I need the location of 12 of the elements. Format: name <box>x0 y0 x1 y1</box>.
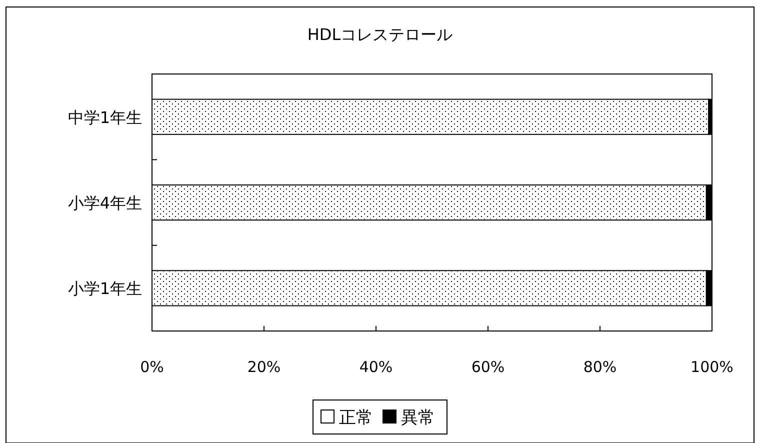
x-tick-label: 60% <box>471 358 505 376</box>
x-tick-label: 100% <box>690 358 734 376</box>
y-tick-label: 小学1年生 <box>68 279 142 298</box>
x-tick-label: 80% <box>583 358 617 376</box>
y-tick-label: 中学1年生 <box>68 108 142 127</box>
x-tick-label: 0% <box>140 358 164 376</box>
x-tick-label: 40% <box>359 358 393 376</box>
chart-title: HDLコレステロール <box>307 25 453 44</box>
x-tick-label: 20% <box>247 358 281 376</box>
legend-label: 異常 <box>401 408 435 428</box>
legend-label: 正常 <box>339 408 373 428</box>
y-tick-label: 小学4年生 <box>68 194 142 212</box>
